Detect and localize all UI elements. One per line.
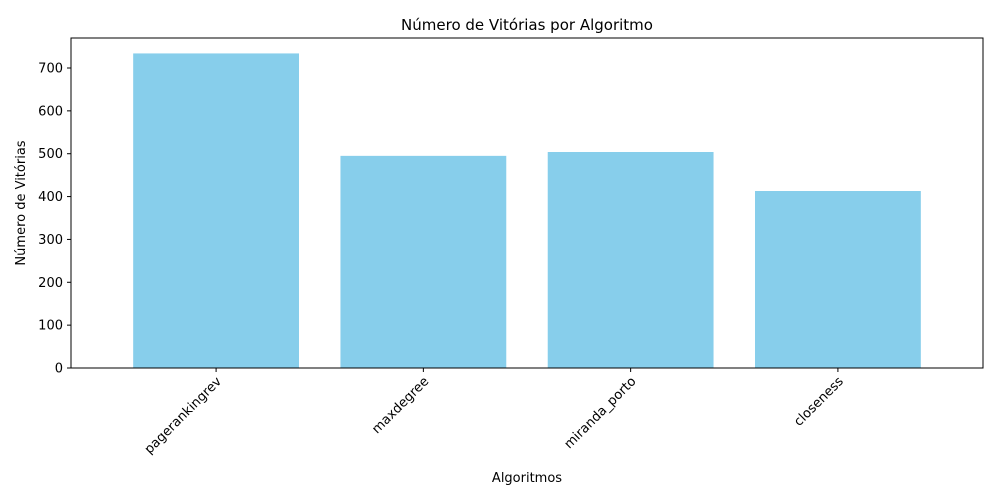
y-tick-label: 0 bbox=[55, 362, 63, 377]
bar-miranda_porto bbox=[547, 152, 714, 368]
x-axis-title: Algoritmos bbox=[492, 471, 562, 486]
y-tick-label: 200 bbox=[38, 276, 63, 291]
y-tick-label: 600 bbox=[38, 104, 63, 119]
x-tick-label: miranda_porto bbox=[562, 374, 640, 452]
y-tick-label: 300 bbox=[38, 233, 63, 248]
x-tick-label: closeness bbox=[791, 374, 847, 430]
y-tick-label: 100 bbox=[38, 319, 63, 334]
x-tick-label: pagerankingrev bbox=[142, 374, 225, 457]
y-tick-label: 500 bbox=[38, 147, 63, 162]
bar-maxdegree bbox=[340, 155, 507, 368]
chart-title: Número de Vitórias por Algoritmo bbox=[401, 16, 653, 34]
x-axis: pagerankingrev maxdegree miranda_porto clos… bbox=[142, 368, 847, 457]
bar-pagerankingrev bbox=[133, 53, 299, 369]
bar-closeness bbox=[755, 191, 921, 368]
y-tick-label: 400 bbox=[38, 190, 63, 205]
bars-group bbox=[133, 53, 921, 369]
y-tick-label: 700 bbox=[38, 62, 63, 77]
y-axis-title: Número de Vitórias bbox=[14, 140, 29, 265]
y-axis: 0 100 200 300 400 500 600 700 bbox=[38, 62, 71, 377]
x-tick-label: maxdegree bbox=[369, 374, 432, 437]
plot-frame bbox=[70, 37, 984, 369]
